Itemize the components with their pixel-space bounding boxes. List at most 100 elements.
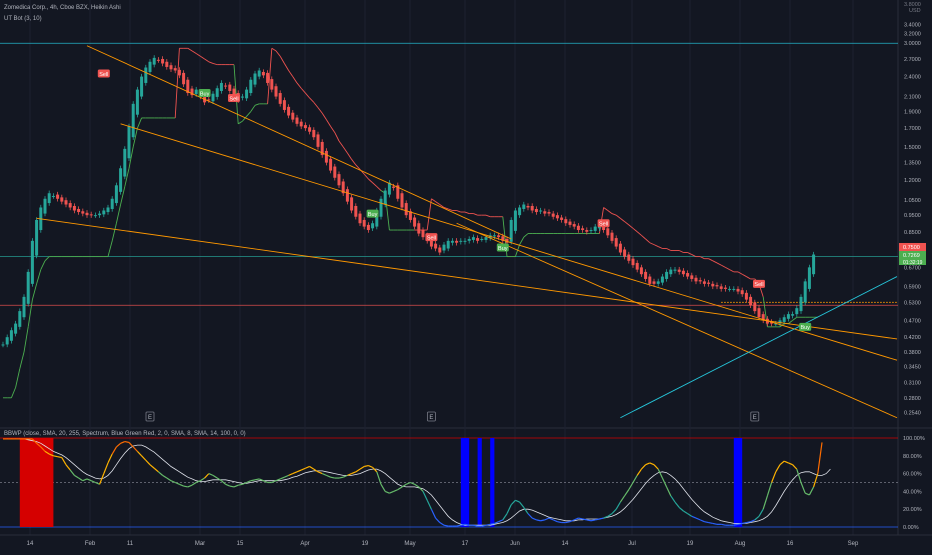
ut-stop-segment bbox=[275, 50, 281, 57]
sell-signal-label: Sell bbox=[753, 279, 765, 288]
bbwp-segment bbox=[628, 482, 634, 490]
candle-body bbox=[719, 286, 723, 289]
bbwp-segment bbox=[792, 464, 798, 470]
candle-body bbox=[644, 271, 648, 279]
candle-body bbox=[681, 270, 685, 275]
ut-stop-segment bbox=[737, 271, 743, 275]
bbwp-extreme-bar bbox=[19, 438, 54, 527]
bbwp-segment bbox=[225, 483, 231, 487]
bbwp-segment bbox=[338, 476, 344, 479]
signal-bg bbox=[425, 233, 438, 242]
ut-bot-legend[interactable]: UT Bot (3, 10) bbox=[4, 16, 42, 22]
candle-body bbox=[119, 168, 123, 192]
bbwp-segment bbox=[384, 490, 390, 494]
ut-stop-segment bbox=[334, 132, 340, 142]
candle-body bbox=[35, 219, 39, 256]
ut-stop-segment bbox=[27, 299, 33, 327]
bbwp-segment bbox=[195, 480, 201, 484]
bbwp-segment bbox=[615, 501, 621, 510]
bbwp-segment bbox=[183, 485, 188, 488]
candle-body bbox=[224, 85, 228, 87]
ut-stop-segment bbox=[237, 120, 243, 125]
y-tick: 1.7000 bbox=[904, 126, 921, 132]
buy-signal-label: Buy bbox=[366, 209, 379, 218]
candle-body bbox=[463, 240, 467, 242]
y-tick: 0.5300 bbox=[904, 300, 921, 306]
bbwp-segment bbox=[288, 473, 294, 476]
ut-stop-segment bbox=[309, 97, 315, 103]
signal-labels: Sell Buy Sell Buy Sell Buy Sell Sell Buy bbox=[97, 69, 812, 331]
bbwp-segment bbox=[565, 521, 571, 524]
sell-signal-label: Sell bbox=[228, 93, 240, 102]
ut-stop-segment bbox=[645, 238, 651, 244]
bbwp-segment bbox=[158, 471, 163, 476]
bbwp-segment bbox=[204, 473, 210, 479]
bbwp-legend[interactable]: BBWP (close, SMA, 20, 255, Spectrum, Blu… bbox=[4, 431, 246, 437]
ut-stop-segment bbox=[687, 252, 692, 255]
y-tick: 0.9500 bbox=[904, 213, 921, 219]
ut-stop-segment bbox=[191, 50, 197, 54]
ut-stop-segment bbox=[431, 198, 436, 202]
bbwp-segment bbox=[678, 506, 684, 512]
x-tick: Sep bbox=[848, 541, 859, 547]
trendline bbox=[36, 217, 898, 340]
x-tick: Jun bbox=[510, 541, 520, 547]
bbwp-segment bbox=[410, 481, 415, 485]
ut-stop-segment bbox=[519, 236, 525, 245]
bbwp-segment bbox=[721, 523, 726, 526]
bbwp-segment bbox=[502, 513, 508, 521]
y-tick: 2.1000 bbox=[904, 95, 921, 101]
buy-signal-label: Buy bbox=[198, 89, 211, 97]
time-axis[interactable]: 14 Feb 11 Mar 15 Apr 19 May 17 Jun 14 Jul 19 Aug 16 Sep bbox=[0, 534, 932, 547]
candle-body bbox=[291, 112, 295, 120]
trendlines[interactable] bbox=[36, 45, 898, 419]
bbwp-segment bbox=[368, 465, 373, 468]
ut-stop-segment bbox=[691, 254, 697, 258]
signal-text: Sell bbox=[229, 96, 238, 102]
signal-bg bbox=[753, 279, 765, 288]
candle-body bbox=[282, 100, 286, 110]
candle-body bbox=[177, 69, 181, 76]
bbwp-segment bbox=[95, 481, 100, 485]
bbwp-segment bbox=[494, 521, 499, 524]
ut-stop-segment bbox=[615, 214, 621, 219]
bbwp-segment bbox=[351, 471, 357, 475]
y-tick: 0.3450 bbox=[904, 365, 921, 371]
bbwp-segment bbox=[779, 460, 785, 466]
candle-body bbox=[505, 238, 509, 243]
ut-stop-segment bbox=[246, 111, 252, 117]
bbwp-segment bbox=[107, 453, 113, 464]
candle-body bbox=[530, 205, 534, 211]
candle-body bbox=[81, 211, 85, 214]
ut-stop-segment bbox=[288, 70, 294, 77]
bbwp-segment bbox=[611, 508, 617, 515]
ut-stop-segment bbox=[296, 82, 302, 89]
bbwp-segment bbox=[666, 486, 672, 497]
ut-stop-segment bbox=[195, 53, 201, 57]
bbwp-segment bbox=[510, 499, 516, 506]
bbwp-segment bbox=[292, 471, 298, 475]
candle-body bbox=[14, 323, 18, 334]
bbwp-segment bbox=[246, 480, 252, 484]
candle-body bbox=[22, 296, 26, 318]
candle-body bbox=[110, 198, 114, 209]
bbwp-y-tick: 60.00% bbox=[903, 472, 922, 478]
candle-body bbox=[261, 71, 265, 76]
ut-stop-segment bbox=[355, 164, 361, 170]
bbwp-segment bbox=[132, 446, 138, 452]
candle-body bbox=[203, 93, 207, 103]
candle-body bbox=[68, 203, 72, 208]
ut-stop-segment bbox=[712, 260, 718, 264]
ut-stop-segment bbox=[620, 217, 625, 222]
bbwp-segment bbox=[145, 459, 151, 466]
bbwp-segment bbox=[187, 484, 193, 488]
ut-stop-segment bbox=[372, 182, 378, 187]
bbwp-segment bbox=[683, 510, 688, 515]
chart-legend-title[interactable]: Zomedica Corp., 4h, Cboe BZX, Heikin Ash… bbox=[4, 5, 121, 11]
bbwp-segment bbox=[191, 481, 197, 486]
bbwp-segment bbox=[817, 442, 823, 474]
candle-body bbox=[358, 213, 362, 224]
